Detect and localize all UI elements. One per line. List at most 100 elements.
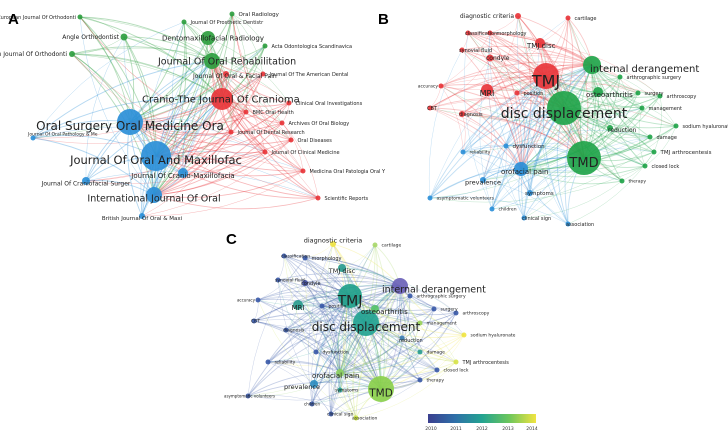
network-edge xyxy=(247,322,367,397)
network-edge xyxy=(339,308,435,374)
network-edge xyxy=(182,73,264,174)
network-edge xyxy=(482,89,493,181)
network-edge xyxy=(85,98,223,182)
network-edge xyxy=(315,351,421,381)
network-edge xyxy=(32,45,266,139)
network-node xyxy=(487,30,493,36)
network-edge xyxy=(355,361,457,419)
network-edge xyxy=(211,60,304,172)
node-label: British Journal Of Oral & Maxi xyxy=(102,216,183,222)
node-label: TMJ disc xyxy=(526,42,556,50)
node-label: reduction xyxy=(608,127,637,134)
panel-c: diagnostic criteria cartilage classificati… xyxy=(224,231,538,432)
network-node xyxy=(417,320,423,326)
node-label: BMC Oral Health xyxy=(253,110,294,116)
network-node xyxy=(139,213,145,219)
network-edge xyxy=(153,194,319,210)
network-edge xyxy=(429,157,585,199)
network-edge xyxy=(85,36,125,182)
network-node xyxy=(427,195,433,201)
network-edge xyxy=(71,46,213,62)
network-node xyxy=(178,168,188,178)
network-edge xyxy=(253,320,341,374)
network-edge xyxy=(339,351,421,374)
node-label: diagnosis xyxy=(283,328,305,334)
network-edge xyxy=(231,13,292,141)
node-label: condyle xyxy=(486,55,510,62)
network-edge xyxy=(467,32,522,170)
node-label: dysfunction xyxy=(513,144,546,150)
network-node xyxy=(459,47,465,53)
network-edge xyxy=(467,32,585,159)
network-edge xyxy=(520,107,643,170)
network-edge xyxy=(247,394,357,419)
network-node xyxy=(245,393,251,399)
network-edge xyxy=(247,295,351,397)
network-node xyxy=(336,369,344,377)
network-edge xyxy=(440,85,585,159)
network-edge xyxy=(482,64,593,181)
network-edge xyxy=(520,76,621,170)
node-label: TMJ arthrocentesis xyxy=(462,360,510,366)
network-edge xyxy=(285,329,438,371)
network-edge xyxy=(221,98,304,172)
network-edge xyxy=(153,98,223,196)
network-edge xyxy=(257,299,382,390)
network-edge xyxy=(225,73,290,104)
network-edge xyxy=(129,102,290,127)
network-edge xyxy=(283,255,376,310)
node-label: disc displacement xyxy=(312,320,421,334)
node-label: reduction xyxy=(399,338,423,344)
network-edge xyxy=(489,32,522,170)
node-label: Angle Orthodontist xyxy=(62,34,119,41)
network-edge xyxy=(505,91,599,147)
node-label: diagnostic criteria xyxy=(460,13,514,20)
network-node xyxy=(565,15,571,21)
node-label: orofacial pain xyxy=(501,168,548,176)
network-edge xyxy=(332,243,347,374)
network-edge xyxy=(520,92,639,170)
panel-b-nodes: diagnostic criteria cartilage classificati… xyxy=(418,13,728,228)
network-edge xyxy=(489,57,522,170)
node-label: CBT xyxy=(427,106,438,112)
network-edge xyxy=(429,107,565,199)
node-label: position xyxy=(524,91,544,97)
node-label: asymptomatic volunteers xyxy=(437,196,495,202)
network-node xyxy=(547,91,581,125)
network-edge xyxy=(399,285,457,363)
network-edge xyxy=(349,295,438,371)
network-edge xyxy=(349,295,457,363)
network-node xyxy=(489,206,495,212)
network-node xyxy=(639,105,645,111)
node-label: clinical sign xyxy=(327,412,353,418)
network-edge xyxy=(330,285,401,415)
node-label: children xyxy=(499,207,517,213)
network-edge xyxy=(277,279,332,415)
network-edge xyxy=(399,285,465,336)
network-edge xyxy=(461,49,643,109)
network-edge xyxy=(153,60,213,196)
network-edge xyxy=(123,36,223,100)
network-edge xyxy=(225,45,266,75)
node-label: association xyxy=(352,416,377,422)
network-edge xyxy=(462,64,593,153)
network-edge xyxy=(440,76,599,93)
colorbar-tick: 2013 xyxy=(502,426,514,432)
network-edge xyxy=(129,60,213,123)
network-edge xyxy=(467,32,599,93)
network-edge xyxy=(491,75,547,210)
network-node xyxy=(427,105,433,111)
network-node xyxy=(337,387,343,393)
network-edge xyxy=(429,107,531,194)
network-edge xyxy=(429,107,507,147)
network-edge xyxy=(349,295,465,336)
network-edge xyxy=(221,98,304,172)
network-node xyxy=(262,149,268,155)
node-label: internal derangement xyxy=(590,64,699,75)
node-label: osteoarthritis xyxy=(586,91,633,99)
network-edge xyxy=(155,73,264,157)
colorbar-tick: 2012 xyxy=(476,426,488,432)
network-node xyxy=(181,19,187,25)
network-edge xyxy=(429,196,569,225)
